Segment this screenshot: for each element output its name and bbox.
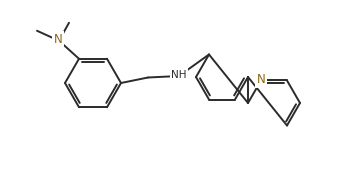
Text: N: N [54,33,62,46]
Text: NH: NH [171,70,187,80]
Text: N: N [257,73,265,86]
